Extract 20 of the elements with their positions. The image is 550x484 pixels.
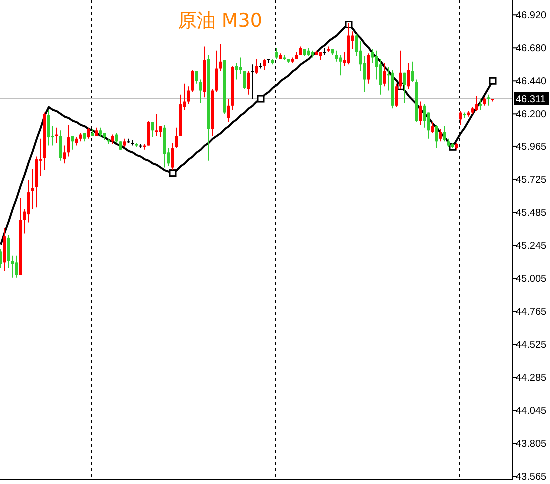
y-tick-label: 46.920 [516, 10, 548, 22]
y-tick-label: 44.525 [516, 340, 548, 352]
y-tick-label: 44.045 [516, 406, 548, 418]
point [489, 77, 497, 85]
y-tick-label: 44.285 [516, 373, 548, 384]
y-tick-label: 45.005 [516, 274, 548, 286]
y-tick-label: 43.565 [516, 472, 548, 484]
y-tick-label: 45.965 [516, 142, 548, 153]
y-tick-label: 46.200 [516, 110, 548, 121]
point [257, 95, 265, 103]
y-tick-label: 43.805 [516, 439, 548, 450]
text: 原油 M30 [178, 10, 262, 32]
point [169, 170, 177, 178]
y-tick-label: 45.725 [516, 174, 548, 186]
ref-line-label: 46.311 [516, 94, 546, 106]
y-tick-label: 46.440 [516, 76, 548, 88]
y-tick-label: 44.765 [516, 307, 548, 318]
y-tick-label: 45.485 [516, 208, 548, 219]
y-tick-label: 45.245 [516, 241, 548, 252]
y-tick-label: 46.680 [516, 44, 548, 55]
